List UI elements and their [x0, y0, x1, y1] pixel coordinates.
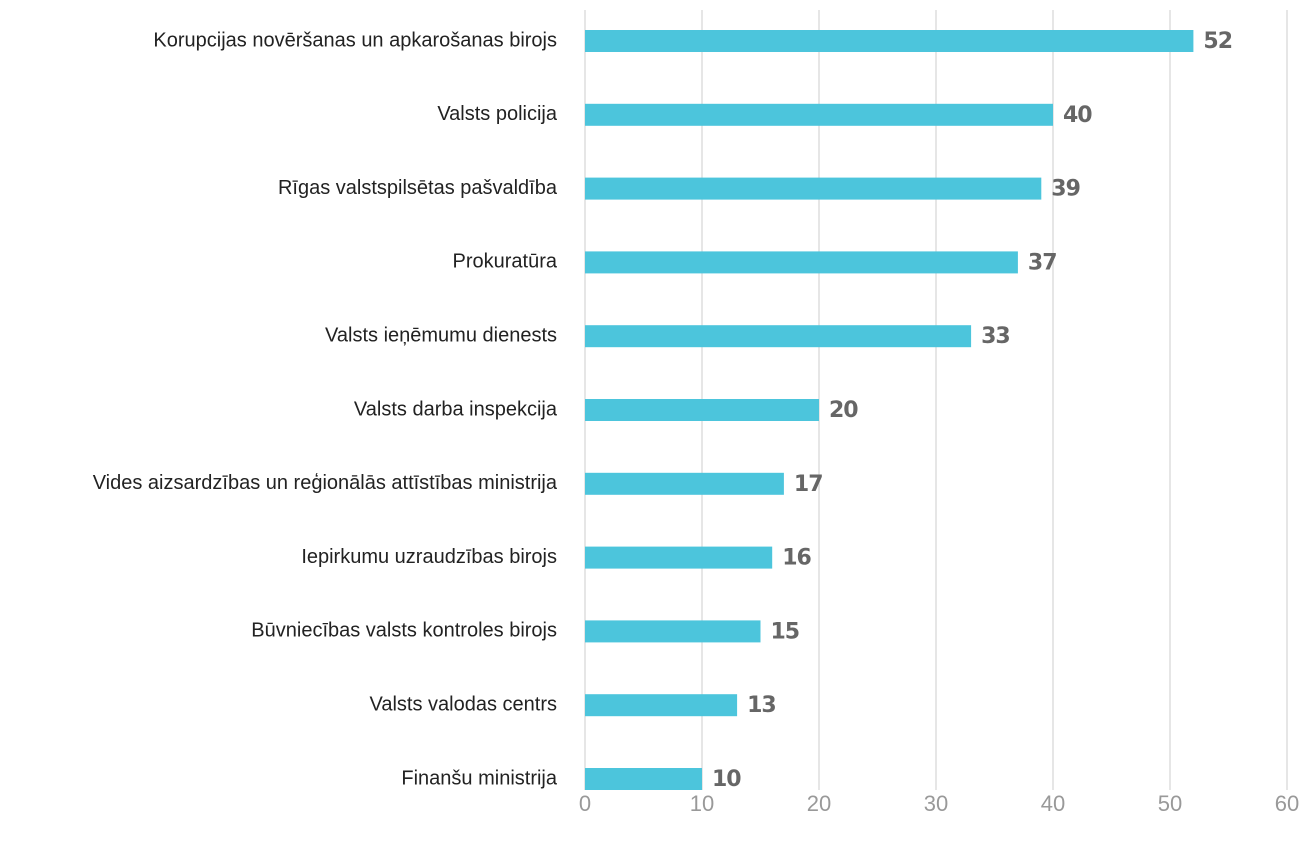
y-tick-label: Būvniecības valsts kontroles birojs — [251, 620, 557, 642]
y-tick-label: Valsts ieņēmumu dienests — [325, 324, 557, 346]
data-label: 15 — [771, 619, 800, 644]
y-tick-label: Rīgas valstspilsētas pašvaldība — [278, 177, 558, 199]
x-tick-label: 10 — [690, 791, 714, 816]
y-tick-label: Valsts darba inspekcija — [354, 398, 558, 420]
y-tick-label: Iepirkumu uzraudzības birojs — [301, 546, 557, 568]
x-tick-label: 20 — [807, 791, 831, 816]
bar — [585, 103, 1053, 126]
bar — [585, 177, 1042, 200]
y-tick-label: Valsts valodas centrs — [370, 693, 558, 715]
y-tick-label: Finanšu ministrija — [401, 767, 557, 789]
y-tick-label: Korupcijas novēršanas un apkarošanas bir… — [153, 29, 557, 51]
data-label: 33 — [981, 324, 1010, 349]
x-tick-label: 40 — [1041, 791, 1065, 816]
bar — [585, 251, 1018, 274]
bar — [585, 399, 819, 421]
bar — [585, 694, 738, 717]
x-tick-label: 60 — [1275, 791, 1299, 816]
data-label: 10 — [712, 767, 741, 792]
bar — [585, 30, 1194, 52]
data-label: 20 — [829, 398, 858, 423]
bar — [585, 472, 784, 495]
data-label: 52 — [1203, 29, 1232, 54]
y-tick-label: Prokuratūra — [453, 251, 558, 273]
bar — [585, 325, 972, 348]
data-label: 13 — [747, 693, 776, 718]
y-tick-label: Vides aizsardzības un reģionālās attīstī… — [93, 472, 558, 494]
bar — [585, 546, 773, 569]
data-label: 17 — [794, 472, 823, 497]
x-tick-label: 50 — [1158, 791, 1182, 816]
data-label: 40 — [1063, 103, 1092, 128]
y-tick-label: Valsts policija — [437, 103, 558, 125]
bar — [585, 768, 702, 790]
bar — [585, 620, 761, 643]
data-label: 16 — [782, 546, 811, 571]
data-label: 39 — [1051, 177, 1080, 202]
x-tick-label: 0 — [579, 791, 591, 816]
data-label: 37 — [1028, 250, 1057, 275]
x-tick-label: 30 — [924, 791, 948, 816]
